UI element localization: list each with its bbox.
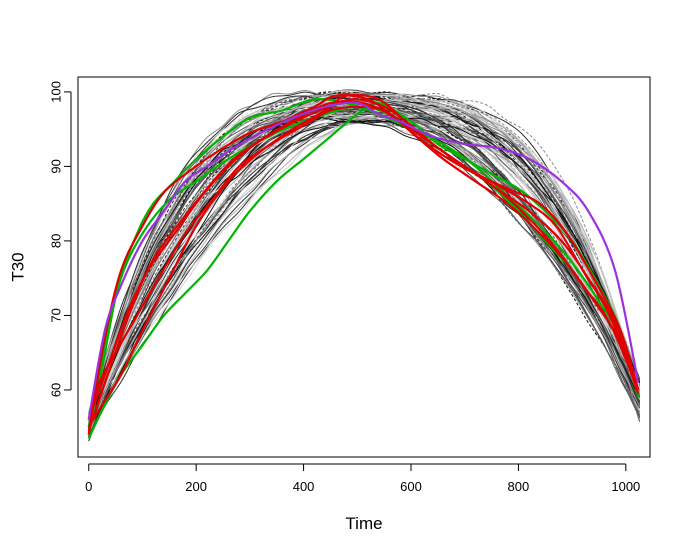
background-series-line	[88, 97, 640, 437]
y-tick-label: 60	[49, 383, 64, 397]
x-tick-label: 1000	[611, 479, 640, 494]
series-line	[87, 101, 640, 439]
highlight-series-group	[87, 93, 640, 439]
background-series-line	[88, 115, 640, 441]
series-line	[87, 100, 640, 432]
series-line	[87, 98, 640, 421]
background-series-line	[88, 111, 640, 413]
x-axis: 0 200 400 600 800 1000	[85, 463, 640, 494]
series-line	[87, 105, 640, 421]
background-series-line	[88, 91, 640, 416]
plot-border	[77, 76, 651, 458]
y-tick-label: 80	[49, 234, 64, 248]
y-tick-label: 90	[49, 159, 64, 173]
background-series-line	[88, 92, 640, 419]
background-series-line	[88, 93, 640, 441]
x-tick-label: 400	[293, 479, 315, 494]
background-series-line	[88, 113, 640, 435]
background-series-line	[88, 108, 640, 431]
x-tick-label: 800	[508, 479, 530, 494]
y-axis: 60 70 80 90 100	[49, 81, 72, 397]
background-series-line	[88, 117, 640, 426]
background-series-line	[88, 105, 640, 441]
series-line	[87, 93, 640, 428]
background-series-line	[88, 117, 640, 423]
x-tick-label: 200	[185, 479, 207, 494]
x-tick-label: 0	[85, 479, 92, 494]
y-tick-label: 100	[49, 81, 64, 103]
x-tick-label: 600	[400, 479, 422, 494]
series-line	[87, 101, 640, 420]
y-tick-label: 70	[49, 308, 64, 322]
background-series-line	[88, 94, 640, 420]
background-series-group	[88, 89, 640, 442]
series-line	[87, 97, 640, 435]
x-axis-label: Time	[345, 514, 382, 533]
y-axis-label: T30	[9, 252, 28, 281]
background-series-line	[88, 117, 640, 426]
